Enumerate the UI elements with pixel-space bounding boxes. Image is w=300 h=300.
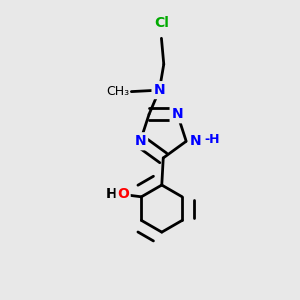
Text: Cl: Cl [154, 16, 169, 30]
Text: N: N [172, 107, 183, 121]
Text: N: N [134, 134, 146, 148]
Text: -H: -H [204, 133, 219, 146]
Text: H: H [106, 187, 118, 201]
Text: O: O [117, 187, 129, 201]
Text: CH₃: CH₃ [106, 85, 129, 98]
Text: N: N [190, 134, 201, 148]
Text: N: N [154, 83, 165, 97]
